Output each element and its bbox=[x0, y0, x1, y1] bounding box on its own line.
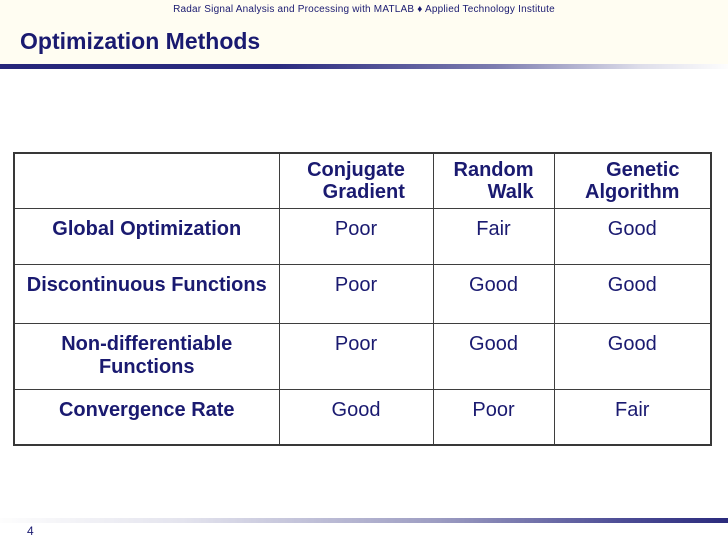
col-header-conjugate-gradient: Conjugate Gradient bbox=[278, 152, 434, 209]
table-cell: Good bbox=[278, 388, 434, 446]
table-cell: Good bbox=[553, 322, 712, 390]
table-header-row: Conjugate Gradient Random Walk Genetic A… bbox=[13, 152, 712, 209]
header-band bbox=[0, 0, 728, 64]
row-label: Convergence Rate bbox=[13, 388, 280, 446]
table-cell: Poor bbox=[278, 263, 434, 324]
table-row-discontinuous-functions: Discontinuous Functions Poor Good Good bbox=[13, 263, 712, 324]
table-row-convergence-rate: Convergence Rate Good Poor Fair bbox=[13, 388, 712, 446]
corner-cell bbox=[13, 152, 280, 209]
table-cell: Good bbox=[553, 263, 712, 324]
bottom-divider bbox=[0, 518, 728, 523]
top-divider bbox=[0, 64, 728, 69]
row-label: Global Optimization bbox=[13, 207, 280, 265]
table-cell: Fair bbox=[432, 207, 555, 265]
page-title: Optimization Methods bbox=[20, 28, 261, 54]
col-header-label: Genetic Algorithm bbox=[585, 159, 680, 204]
col-header-label: Random Walk bbox=[453, 159, 534, 204]
col-header-random-walk: Random Walk bbox=[432, 152, 555, 209]
table-cell: Good bbox=[432, 322, 555, 390]
row-label: Discontinuous Functions bbox=[13, 263, 280, 324]
col-header-genetic-algorithm: Genetic Algorithm bbox=[553, 152, 712, 209]
table-row-non-differentiable-functions: Non-differentiable Functions Poor Good G… bbox=[13, 322, 712, 390]
table-cell: Poor bbox=[432, 388, 555, 446]
table-cell: Good bbox=[432, 263, 555, 324]
page-number: 4 bbox=[27, 524, 34, 538]
row-label: Non-differentiable Functions bbox=[13, 322, 280, 390]
table-cell: Good bbox=[553, 207, 712, 265]
table-cell: Poor bbox=[278, 207, 434, 265]
col-header-label: Conjugate Gradient bbox=[307, 159, 405, 204]
table-cell: Fair bbox=[553, 388, 712, 446]
course-title: Radar Signal Analysis and Processing wit… bbox=[173, 4, 555, 15]
optimization-methods-table: Conjugate Gradient Random Walk Genetic A… bbox=[13, 152, 712, 446]
table-cell: Poor bbox=[278, 322, 434, 390]
table-row-global-optimization: Global Optimization Poor Fair Good bbox=[13, 207, 712, 265]
